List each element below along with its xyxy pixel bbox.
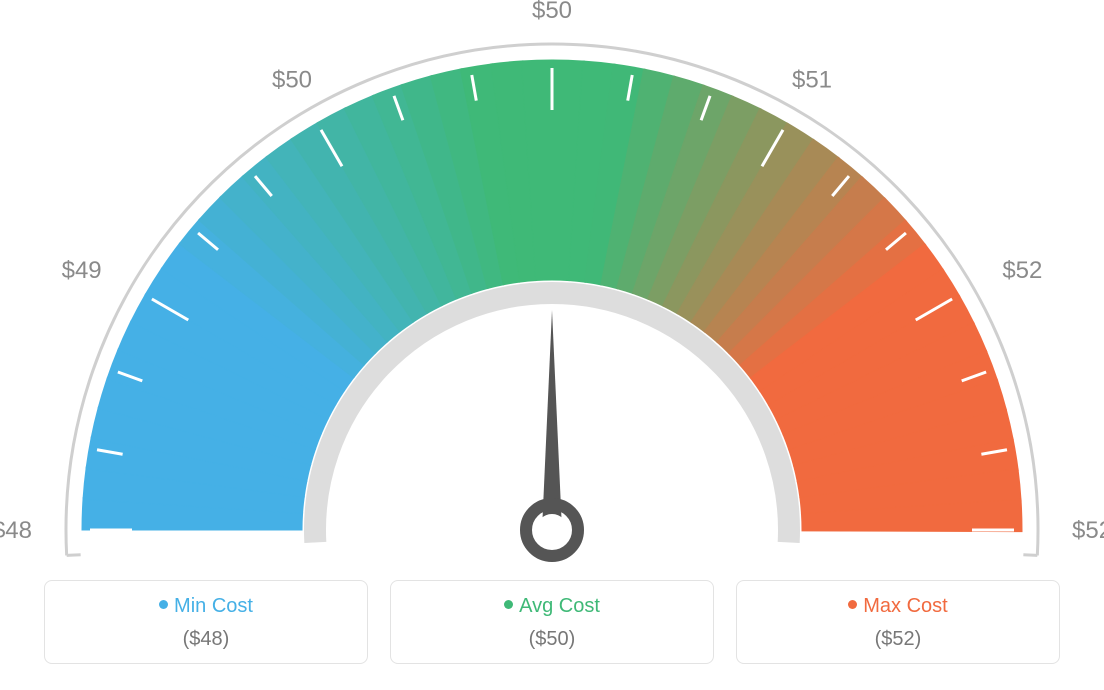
gauge-tick-label: $50 — [272, 67, 312, 94]
legend-dot-icon — [848, 600, 857, 609]
gauge-tick-label: $51 — [792, 67, 832, 94]
gauge-tick-label: $48 — [0, 517, 32, 544]
gauge-tick-label: $52 — [1002, 257, 1042, 284]
legend-card: Min Cost ($48) — [44, 580, 368, 664]
legend-value: ($52) — [747, 628, 1049, 651]
legend-dot-icon — [159, 600, 168, 609]
legend-value: ($48) — [55, 628, 357, 651]
legend-dot-icon — [504, 600, 513, 609]
gauge-tick-label: $49 — [62, 257, 102, 284]
legend-value: ($50) — [401, 628, 703, 651]
legend-card: Avg Cost ($50) — [390, 580, 714, 664]
gauge-tick-label: $50 — [532, 0, 572, 24]
legend-title: Avg Cost — [401, 595, 703, 618]
legend-label: Avg Cost — [519, 595, 600, 617]
legend-label: Max Cost — [863, 595, 947, 617]
legend-row: Min Cost ($48) Avg Cost ($50) Max Cost ($52) — [22, 580, 1082, 664]
gauge-tick-label: $52 — [1072, 517, 1104, 544]
legend-title: Min Cost — [55, 595, 357, 618]
gauge-chart: $48 $49 $50 $50 $51 $52 $52 — [0, 0, 1104, 580]
legend-card: Max Cost ($52) — [736, 580, 1060, 664]
gauge-svg: $48 $49 $50 $50 $51 $52 $52 — [0, 0, 1104, 580]
gauge-needle — [542, 310, 562, 530]
legend-title: Max Cost — [747, 595, 1049, 618]
legend-label: Min Cost — [174, 595, 253, 617]
